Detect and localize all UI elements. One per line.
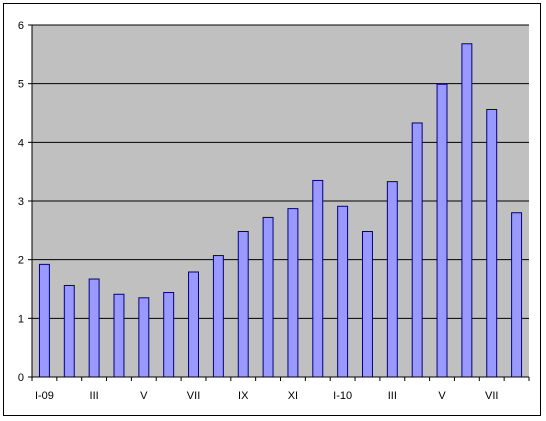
y-axis-labels: 0 1 2 3 4 5 6	[18, 20, 24, 384]
bar	[337, 205, 349, 378]
x-tick-label: I-10	[333, 390, 352, 402]
axes	[31, 25, 530, 381]
bar	[113, 293, 125, 378]
bar	[461, 43, 473, 378]
y-tick-label: 5	[18, 79, 24, 91]
x-tick-label: III	[388, 390, 397, 402]
bars	[38, 43, 523, 378]
x-tick-label: VII	[485, 390, 498, 402]
bar	[38, 263, 50, 378]
bar	[287, 208, 299, 378]
x-tick-label: III	[90, 390, 99, 402]
x-axis-labels: I-09 III V VII IX XI I-10 III V VII	[35, 390, 499, 402]
bar	[362, 231, 373, 378]
bar	[63, 284, 75, 378]
bar	[163, 292, 175, 378]
bar	[436, 83, 448, 378]
x-tick-label: I-09	[35, 390, 54, 402]
y-tick-label: 4	[18, 137, 24, 149]
y-tick-label: 0	[18, 372, 24, 384]
bar	[88, 278, 100, 378]
y-tick-label: 2	[18, 255, 24, 267]
x-tick-label: IX	[238, 390, 249, 402]
bar	[212, 255, 224, 378]
y-tick-label: 6	[18, 20, 24, 32]
bar	[312, 179, 324, 378]
bar	[411, 122, 423, 378]
bar	[486, 108, 498, 378]
bar	[511, 212, 523, 378]
bar	[138, 297, 150, 378]
x-tick-label: XI	[288, 390, 298, 402]
y-tick-label: 3	[18, 196, 24, 208]
x-tick-label: V	[438, 390, 446, 402]
x-tick-label: VII	[187, 390, 200, 402]
x-tick-label: V	[140, 390, 148, 402]
bar	[262, 216, 274, 378]
y-tick-label: 1	[18, 313, 24, 325]
bar	[386, 181, 398, 378]
bar	[188, 271, 199, 378]
bar	[237, 231, 249, 378]
